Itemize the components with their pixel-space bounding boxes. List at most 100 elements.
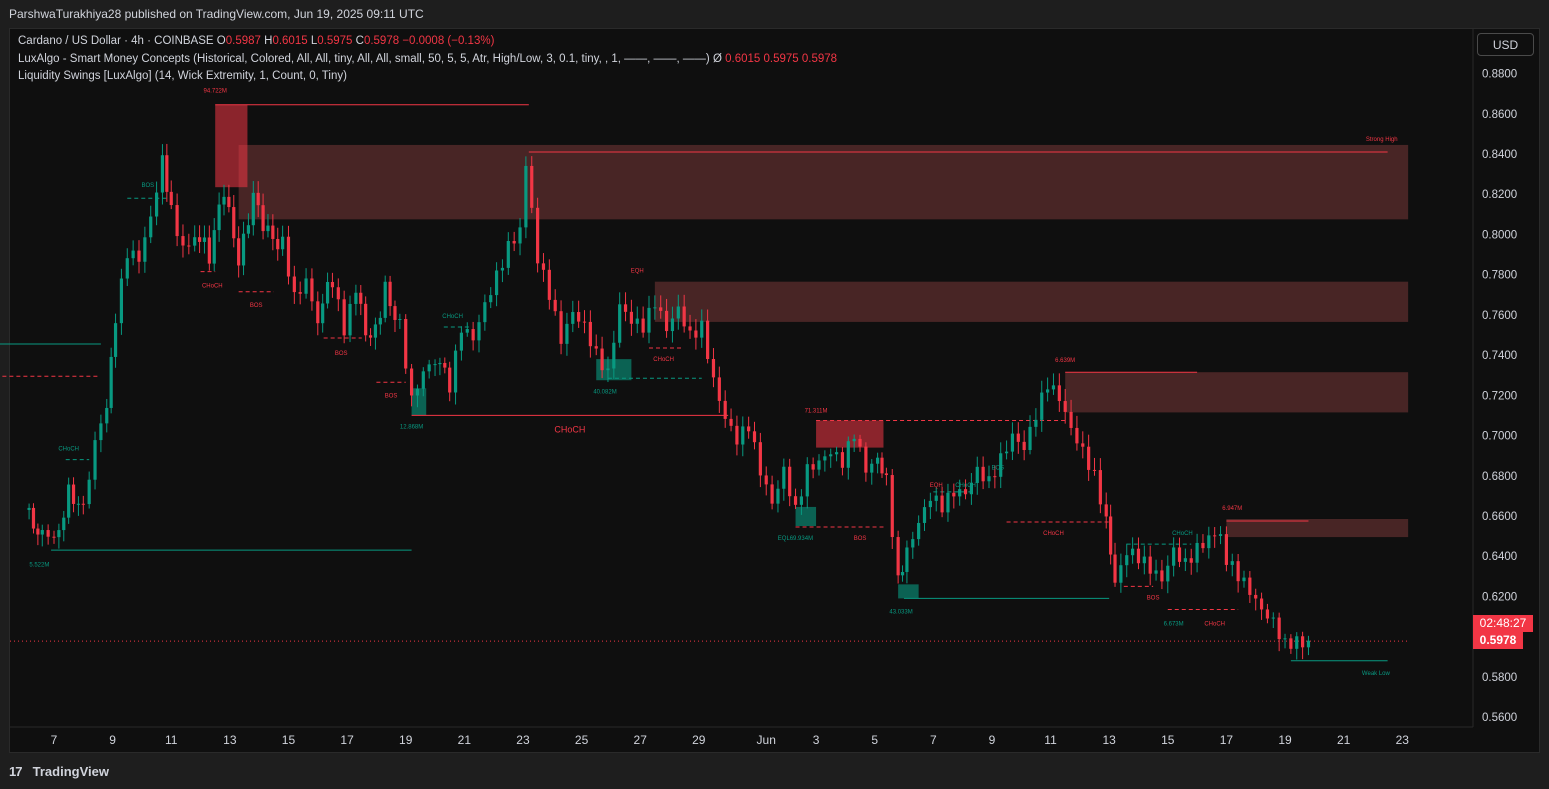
candle-body <box>884 473 889 476</box>
indicator-legend-smc[interactable]: LuxAlgo - Smart Money Concepts (Historic… <box>18 53 837 65</box>
candle-body <box>987 476 991 482</box>
candle-body <box>606 368 610 371</box>
tradingview-logo[interactable]: 17 TradingView <box>9 764 109 779</box>
candle-body <box>36 528 40 535</box>
candle-body <box>993 476 997 478</box>
candle-body <box>67 484 71 518</box>
candle-body <box>553 299 557 312</box>
candle-body <box>304 278 308 294</box>
candle-body <box>799 496 804 505</box>
annotation-label: 5.522M <box>29 562 49 568</box>
candle-body <box>1160 570 1164 582</box>
candle-body <box>823 456 827 461</box>
candle-body <box>963 489 968 495</box>
indicator-smc-label: LuxAlgo - Smart Money Concepts (Historic… <box>18 53 722 65</box>
candle-body <box>336 287 340 300</box>
annotation-label: 71.311M <box>805 408 828 414</box>
candle-body <box>330 281 335 288</box>
candle-body <box>321 303 325 324</box>
candle-body <box>541 263 546 270</box>
candle-body <box>348 303 352 336</box>
y-tick-label: 0.8600 <box>1482 109 1517 121</box>
annotation-label: CHoCH <box>955 483 976 489</box>
x-tick-label: 29 <box>692 733 706 747</box>
candle-body <box>911 539 915 548</box>
candle-body <box>500 267 505 271</box>
candle-body <box>175 205 179 237</box>
candle-body <box>125 258 129 279</box>
candle-body <box>359 292 363 304</box>
candle-body <box>811 464 815 470</box>
candle-body <box>1057 385 1061 402</box>
annotation-label: BOS <box>250 303 263 309</box>
candle-body <box>232 207 236 239</box>
candle-body <box>817 460 821 470</box>
candle-body <box>1016 433 1020 442</box>
candle-body <box>1136 548 1141 564</box>
x-tick-label: 9 <box>109 733 116 747</box>
candle-body <box>237 238 241 266</box>
candle-body <box>160 155 165 193</box>
candle-body <box>415 388 420 396</box>
x-tick-label: 11 <box>1044 733 1057 747</box>
annotation-label: EQH <box>631 269 644 275</box>
candle-body <box>1230 561 1234 565</box>
candle-body <box>864 446 868 473</box>
candle-body <box>1259 598 1264 610</box>
candle-body <box>256 192 260 206</box>
candle-body <box>711 359 716 378</box>
symbol-name: Cardano / US Dollar · 4h · COINBASE <box>18 35 214 47</box>
candle-body <box>723 400 727 419</box>
candle-body <box>700 320 704 338</box>
annotation-label: CHoCH <box>1204 622 1225 628</box>
indicator-legend-liquidity[interactable]: Liquidity Swings [LuxAlgo] (14, Wick Ext… <box>18 70 347 82</box>
candle-body <box>647 307 651 333</box>
candle-body <box>421 371 425 389</box>
x-tick-label: 3 <box>813 733 820 747</box>
y-tick-label: 0.7800 <box>1482 270 1517 282</box>
annotation-label: 6.639M <box>1055 358 1075 364</box>
publisher-line: ParshwaTurakhiya28 published on TradingV… <box>9 7 424 21</box>
candle-body <box>443 362 447 368</box>
candle-body <box>688 326 692 331</box>
candle-body <box>577 312 581 322</box>
candle-body <box>1148 556 1152 574</box>
candle-body <box>764 475 768 485</box>
candle-body <box>438 362 442 365</box>
annotation-label: BOS <box>385 393 398 399</box>
candle-body <box>670 318 675 332</box>
candle-body <box>618 304 622 343</box>
zone-liquidity_low <box>795 506 817 527</box>
y-tick-label: 0.8200 <box>1482 189 1517 201</box>
x-tick-label: 17 <box>1220 733 1234 747</box>
x-tick-label: 17 <box>340 733 354 747</box>
candle-body <box>1242 577 1246 582</box>
candle-body <box>197 237 202 242</box>
candle-body <box>729 418 733 426</box>
candle-body <box>1189 558 1193 563</box>
candle-body <box>271 225 275 239</box>
candle-body <box>1177 547 1182 562</box>
candle-body <box>105 407 109 424</box>
annotation-label: CHoCH <box>442 314 463 320</box>
candle-body <box>805 464 809 497</box>
x-tick-label: Jun <box>757 733 776 747</box>
candle-body <box>858 438 862 447</box>
currency-button[interactable]: USD <box>1477 33 1534 56</box>
candle-body <box>1213 535 1217 537</box>
candle-body <box>448 367 452 393</box>
publisher-bar: ParshwaTurakhiya28 published on TradingV… <box>0 0 1549 28</box>
annotation-label: CHoCH <box>202 284 223 290</box>
candle-body <box>840 452 845 468</box>
candle-body <box>1224 534 1228 565</box>
candle-body <box>1004 451 1009 454</box>
candle-body <box>310 278 314 302</box>
candle-body <box>40 530 44 535</box>
x-tick-label: 9 <box>989 733 996 747</box>
candle-body <box>1022 441 1026 451</box>
candle-body <box>524 165 528 228</box>
candle-body <box>1046 389 1050 393</box>
annotation-label: CHoCH <box>554 425 585 435</box>
candle-body <box>99 423 103 441</box>
